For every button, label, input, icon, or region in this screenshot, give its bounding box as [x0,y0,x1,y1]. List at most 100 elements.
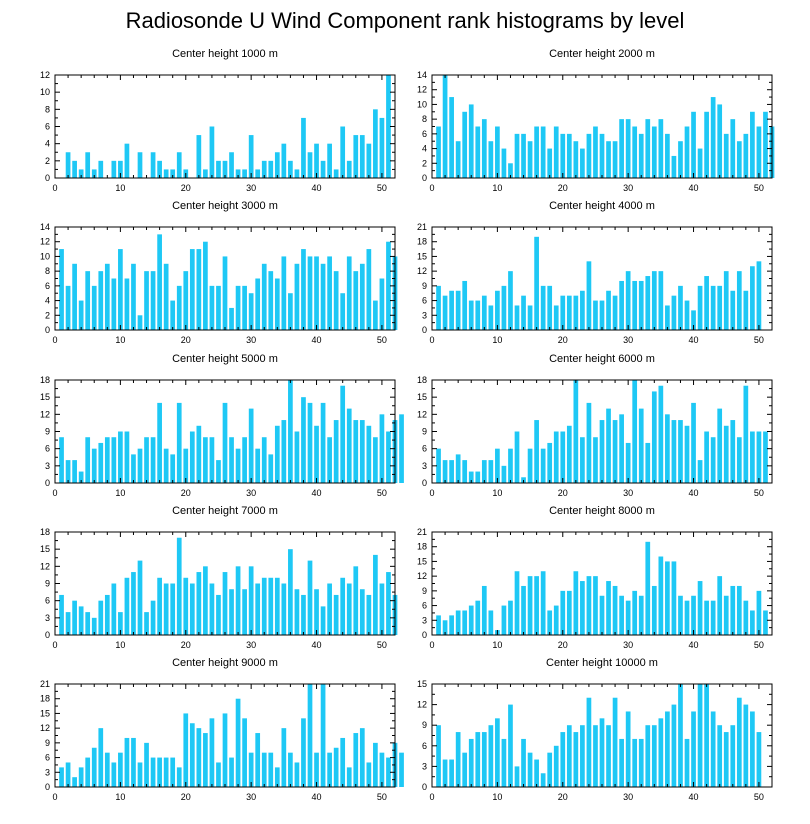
bar [163,583,169,635]
bar [340,577,346,635]
bar [163,448,169,483]
bar [540,571,546,635]
y-tick-label: 2 [422,158,427,168]
bar [580,148,585,178]
bar [131,263,136,330]
x-tick-label: 50 [377,488,387,498]
panel-9: Center height 9000 m 0 10 20 30 40 50 0 3 6 9 12 15 1… [40,657,404,802]
bar [475,471,481,483]
y-tick-label: 3 [45,461,50,471]
bar [468,471,474,483]
bar [599,595,605,635]
bar [586,697,592,787]
bar [196,728,202,787]
bar [255,448,261,483]
x-tick-label: 0 [52,792,57,802]
bar [301,117,306,178]
bar [137,315,143,330]
bar [651,126,657,178]
x-tick-label: 0 [429,640,434,650]
panel-title: Center height 6000 m [549,353,655,365]
x-tick-label: 50 [754,488,764,498]
bar [691,402,696,483]
bar [704,431,709,483]
x-tick-label: 20 [181,792,191,802]
bar [118,249,123,330]
bar [475,300,481,330]
y-tick-label: 21 [417,527,427,537]
bar [307,402,313,483]
bar [573,141,579,178]
bar [638,595,644,635]
bar [235,448,241,483]
bar [743,385,749,483]
bar [619,738,624,787]
bar [436,285,441,330]
bar [91,448,97,483]
x-tick-label: 0 [52,640,57,650]
bar [261,263,267,330]
bar [301,594,306,635]
bar [203,241,208,330]
bar [209,285,215,330]
x-tick-label: 10 [115,335,125,345]
y-tick-label: 18 [417,542,427,552]
bar [203,437,208,483]
bar [333,169,339,178]
x-tick-label: 30 [623,335,633,345]
bar [665,561,670,635]
y-tick-label: 8 [422,114,427,124]
bar [216,594,221,635]
bar [697,460,703,483]
bar [658,556,664,635]
bar [475,732,481,787]
bar [327,256,332,330]
bar [514,766,520,787]
bar [691,111,696,178]
y-tick-label: 6 [45,596,50,606]
bar [176,285,182,330]
bar [307,560,313,635]
bar [455,610,461,635]
bar [495,290,500,330]
bar [756,732,762,787]
bar [730,725,736,787]
bar [619,119,624,178]
bar [261,752,267,787]
y-tick-label: 6 [45,122,50,132]
bar [599,133,605,178]
bar [573,732,579,787]
bar [320,684,326,787]
x-tick-label: 20 [181,183,191,193]
bar [455,454,461,483]
bar [586,133,592,178]
y-tick-label: 6 [45,444,50,454]
bar [684,126,690,178]
bar [78,471,84,483]
y-tick-label: 9 [45,738,50,748]
y-tick-label: 3 [422,761,427,771]
bar [710,285,716,330]
y-tick-label: 9 [422,281,427,291]
bar [268,454,274,483]
y-tick-label: 18 [40,527,50,537]
bar [314,425,319,483]
bar [436,126,441,178]
x-tick-label: 0 [429,335,434,345]
bar [85,437,91,483]
bar [612,141,618,178]
y-tick-label: 6 [45,281,50,291]
bar [131,454,136,483]
bar [625,442,631,483]
bar [763,431,768,483]
bar [756,590,762,635]
bar [678,684,683,787]
bar [736,141,742,178]
y-tick-label: 9 [422,427,427,437]
y-tick-label: 15 [417,392,427,402]
y-tick-label: 0 [422,630,427,640]
bar [632,380,638,483]
bar [606,141,611,178]
bar [346,767,352,787]
panel-7: Center height 7000 m 0 10 20 30 40 50 0 3 6 9 12 15 1… [40,505,398,650]
